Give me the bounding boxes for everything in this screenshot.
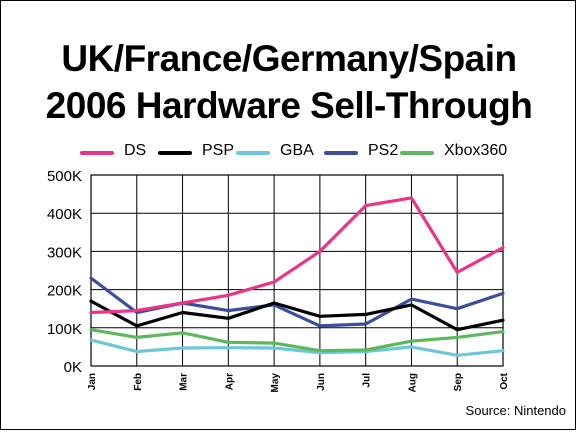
- x-tick-label: Aug: [407, 373, 418, 392]
- x-tick-label: Oct: [499, 372, 510, 389]
- y-tick-label: 500K: [47, 168, 82, 185]
- series-line-ps2: [89, 276, 505, 328]
- x-tick-label: Sep: [453, 373, 464, 391]
- legend-swatch-xbox360: [400, 151, 434, 155]
- legend: DS PSP GBA PS2 Xbox360: [0, 140, 578, 164]
- x-tick-label: Jan: [87, 373, 98, 390]
- legend-swatch-psp: [158, 151, 192, 155]
- plot-area-border: [90, 174, 504, 367]
- legend-label-ds: DS: [124, 142, 147, 159]
- x-tick-label: Mar: [179, 373, 190, 391]
- series-line-xbox360: [89, 328, 505, 353]
- legend-swatch-ds: [80, 151, 114, 155]
- x-tick-label: Feb: [133, 373, 144, 391]
- series-line-gba: [89, 338, 505, 357]
- legend-label-xbox360: Xbox360: [444, 142, 508, 159]
- y-tick-label: 0K: [64, 359, 82, 376]
- y-tick-label: 400K: [47, 206, 82, 223]
- chart-title-line1: UK/France/Germany/Spain: [61, 38, 517, 79]
- series-line-ds: [89, 196, 505, 315]
- x-tick-label: Jun: [316, 373, 327, 391]
- legend-swatch-gba: [236, 151, 270, 155]
- y-tick-label: 300K: [47, 244, 82, 261]
- source-note: Source: Nintendo: [465, 403, 566, 418]
- series-line-psp: [89, 299, 505, 332]
- y-tick-label: 200K: [47, 283, 82, 300]
- chart-title-line2: 2006 Hardware Sell-Through: [45, 85, 533, 126]
- legend-label-ps2: PS2: [368, 142, 399, 159]
- y-tick-label: 100K: [47, 321, 82, 338]
- x-tick-label: May: [270, 373, 281, 393]
- legend-swatch-ps2: [324, 151, 358, 155]
- legend-label-gba: GBA: [280, 142, 314, 159]
- x-tick-label: Jul: [362, 373, 373, 388]
- x-tick-label: Apr: [224, 373, 235, 390]
- legend-label-psp: PSP: [202, 142, 235, 159]
